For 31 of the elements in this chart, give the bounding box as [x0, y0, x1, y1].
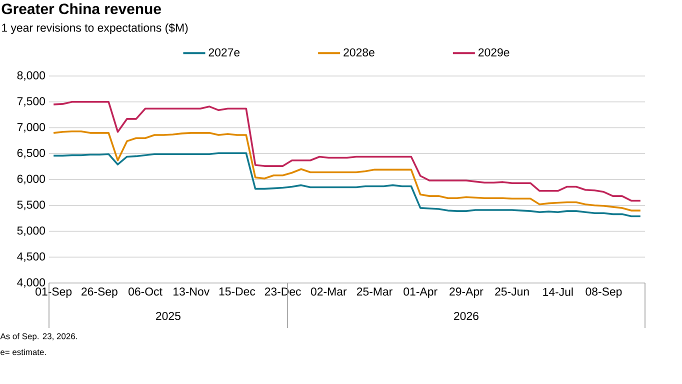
- x-tick-label: 13-Nov: [174, 288, 210, 296]
- chart-subtitle: 1 year revisions to expectations ($M): [2, 23, 188, 34]
- y-tick-label: 4,500: [17, 252, 46, 262]
- y-tick-label: 6,500: [17, 148, 46, 158]
- y-tick-label: 6,000: [17, 174, 46, 184]
- text: 2025: [156, 312, 180, 320]
- legend-label: 2028e: [344, 48, 374, 56]
- x-tick-label: 14-Jul: [543, 288, 573, 296]
- text: As of Sep. 23, 2026.: [0, 333, 77, 341]
- x-tick-label: 26-Sep: [82, 288, 118, 298]
- x-tick-label: 23-Dec: [264, 288, 301, 296]
- x-tick-label: 25-Mar: [356, 288, 392, 296]
- y-tick-label: 7,000: [17, 123, 46, 132]
- chart-title: Greater China revenue: [2, 3, 161, 14]
- legend-label: 2029e: [478, 48, 510, 56]
- y-tick-label: 8,000: [17, 71, 46, 81]
- text: e= estimate.: [0, 348, 46, 356]
- x-tick-label: 02-Mar: [310, 288, 347, 296]
- x-tick-label: 06-Oct: [128, 288, 162, 296]
- y-tick-label: 5,500: [17, 200, 46, 210]
- y-tick-label: 7,500: [17, 97, 46, 107]
- legend-label: 2027e: [208, 48, 240, 56]
- x-tick-label: 01-Sep: [36, 288, 72, 298]
- x-tick-label: 01-Apr: [404, 288, 438, 298]
- text: 2026: [454, 312, 478, 320]
- y-tick-label: 5,000: [17, 226, 46, 236]
- x-tick-label: 25-Jun: [495, 288, 529, 296]
- x-tick-label: 15-Dec: [219, 288, 256, 296]
- x-tick-label: 29-Apr: [450, 288, 484, 298]
- y-tick-label: 4,000: [17, 278, 46, 288]
- x-tick-label: 08-Sep: [586, 288, 622, 298]
